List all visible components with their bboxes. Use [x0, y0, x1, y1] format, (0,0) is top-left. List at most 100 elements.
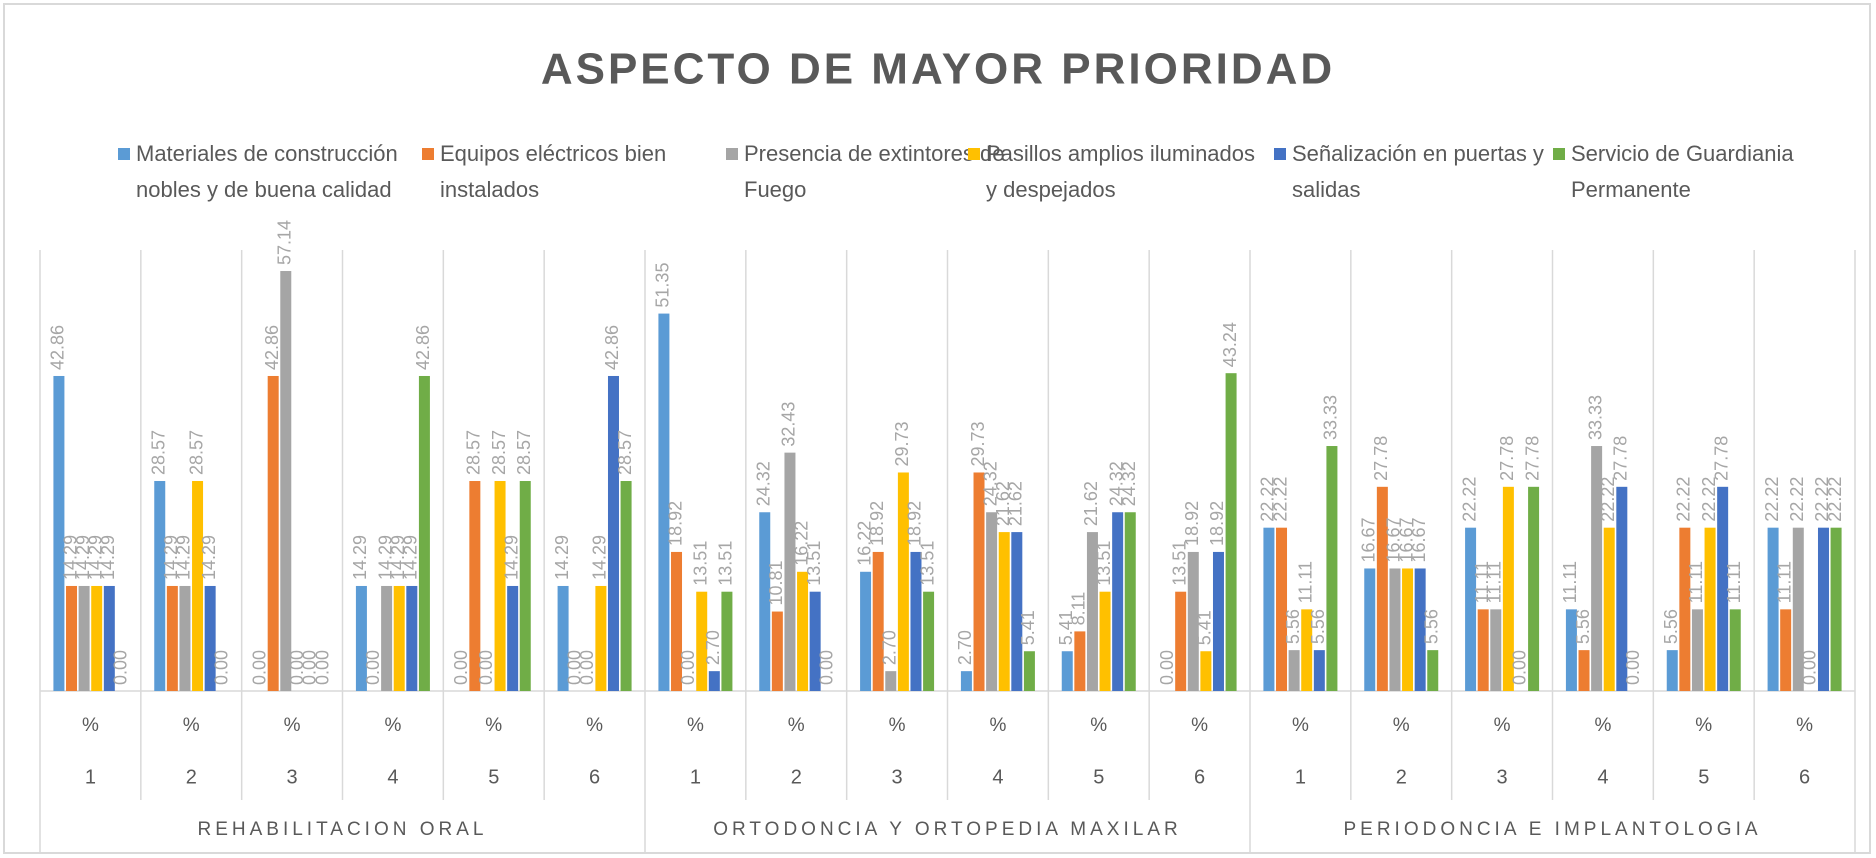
value-label: 22.22 [1598, 477, 1618, 522]
x-tick-label: 2 [791, 766, 802, 788]
bar [1830, 527, 1842, 691]
value-label: 14.29 [85, 535, 105, 580]
x-tick-label: 3 [287, 766, 298, 788]
value-label: 14.29 [401, 535, 421, 580]
bar [406, 585, 418, 691]
legend-label: Presencia de extintores de Fuego [744, 141, 1005, 202]
value-label: 42.86 [48, 325, 68, 370]
value-label: 42.86 [413, 325, 433, 370]
value-label: 22.22 [1787, 477, 1807, 522]
bar [103, 585, 115, 691]
bar [759, 512, 771, 691]
value-label: 16.67 [1384, 517, 1404, 562]
x-sublabel: % [586, 715, 603, 736]
bar [507, 585, 519, 691]
bar [1477, 609, 1489, 691]
value-label: 0.00 [287, 650, 307, 685]
bar [179, 585, 191, 691]
bar [1717, 486, 1729, 691]
value-label: 0.00 [212, 650, 232, 685]
value-label: 21.62 [993, 481, 1013, 526]
bar [1767, 527, 1779, 691]
bar [192, 481, 204, 691]
value-label: 33.33 [1585, 395, 1605, 440]
bar [1313, 650, 1325, 691]
value-label: 11.11 [1560, 561, 1580, 603]
bar [1364, 568, 1376, 691]
value-label: 5.41 [1018, 610, 1038, 645]
value-label: 18.92 [905, 501, 925, 546]
value-label: 11.11 [1295, 561, 1315, 603]
bar [1591, 446, 1603, 691]
bar [1780, 609, 1792, 691]
bar [910, 551, 922, 691]
value-label: 5.41 [1056, 610, 1076, 645]
value-label: 22.22 [1258, 477, 1278, 522]
value-label: 29.73 [892, 421, 912, 466]
value-label: 28.57 [149, 430, 169, 475]
x-sublabel: % [384, 715, 401, 736]
bar [204, 585, 216, 691]
bar [1061, 651, 1073, 691]
legend-label: Pasillos amplios iluminados y despejados [986, 141, 1256, 202]
value-label: 14.29 [501, 535, 521, 580]
value-label: 5.56 [1573, 609, 1593, 644]
value-label: 11.11 [1686, 561, 1706, 603]
value-label: 27.78 [1497, 436, 1517, 481]
value-label: 28.57 [514, 430, 534, 475]
legend-label: Equipos eléctricos bien instalados [440, 141, 667, 202]
value-label: 16.22 [791, 521, 811, 566]
value-label: 5.56 [1283, 609, 1303, 644]
value-label: 11.11 [1774, 561, 1794, 603]
value-label: 18.92 [1182, 501, 1202, 546]
bar [897, 472, 909, 691]
value-label: 42.86 [602, 325, 622, 370]
x-tick-label: 2 [186, 766, 197, 788]
bar [66, 585, 78, 691]
value-label: 11.11 [1485, 561, 1505, 603]
bar [1528, 486, 1540, 691]
value-label: 14.29 [388, 535, 408, 580]
x-tick-label: 5 [488, 766, 499, 788]
bar [1099, 591, 1111, 691]
x-sublabel: % [687, 715, 704, 736]
value-label: 22.22 [1825, 477, 1845, 522]
bar [885, 671, 897, 691]
bar [393, 585, 405, 691]
x-tick-label: 6 [1799, 766, 1810, 788]
value-label: 16.67 [1396, 517, 1416, 562]
value-label: 0.00 [363, 650, 383, 685]
value-label: 13.51 [1094, 541, 1114, 586]
value-label: 14.29 [552, 535, 572, 580]
bar [1666, 650, 1678, 691]
value-label: 22.22 [1459, 477, 1479, 522]
x-sublabel: % [1191, 715, 1208, 736]
bar [166, 585, 178, 691]
legend-item: Servicio de Guardiania Permanente [1553, 136, 1843, 208]
value-label: 0.00 [1157, 650, 1177, 685]
bar [607, 375, 619, 691]
value-label: 42.86 [262, 325, 282, 370]
legend-swatch [726, 148, 738, 160]
x-tick-label: 5 [1698, 766, 1709, 788]
legend-label: Servicio de Guardiania Permanente [1571, 141, 1794, 202]
bar [1023, 651, 1035, 691]
value-label: 28.57 [186, 430, 206, 475]
bar [784, 452, 796, 691]
bar [1465, 527, 1477, 691]
bar [1603, 527, 1615, 691]
bar [696, 591, 708, 691]
value-label: 24.32 [754, 461, 774, 506]
legend-item: Materiales de construcción nobles y de b… [118, 136, 408, 208]
bar [280, 271, 292, 691]
legend-swatch [1274, 148, 1286, 160]
bar [671, 551, 683, 691]
bar [1288, 650, 1300, 691]
value-label: 14.29 [73, 535, 93, 580]
bar [1112, 512, 1124, 691]
value-label: 24.32 [1119, 461, 1139, 506]
x-tick-label: 4 [992, 766, 1003, 788]
bar [809, 591, 821, 691]
